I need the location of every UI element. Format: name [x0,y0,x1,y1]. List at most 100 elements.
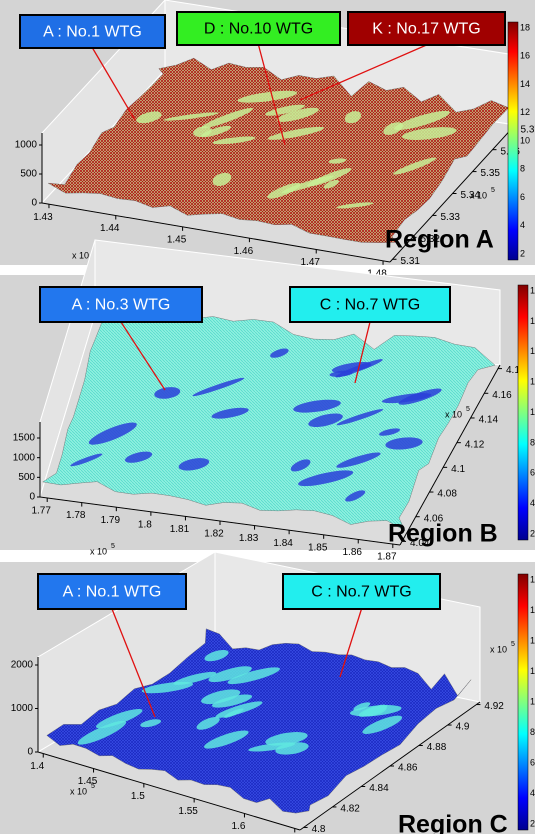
colorbar-tick-label: 8 [530,437,535,447]
y-tick-label: 4.92 [484,701,504,712]
x-tick-label: 1.85 [308,542,328,553]
x-tick-label: 1.45 [167,234,187,245]
z-tick-label: 500 [18,472,35,483]
colorbar-tick-label: 4 [530,788,535,798]
x-tick-label: 1.6 [232,821,246,832]
y-multiplier: x 10 [470,190,487,200]
x-tick-label: 1.4 [30,761,44,772]
callout-label: A : No.1 WTG [63,584,162,601]
x-multiplier: x 10 [90,546,107,556]
colorbar-tick-label: 4 [530,498,535,508]
panel: 0100020001.41.451.51.551.61.654.84.824.8… [0,552,535,834]
callout-label: A : No.3 WTG [72,297,171,314]
colorbar-tick-label: 1 [530,407,535,417]
z-tick-label: 0 [31,198,37,209]
colorbar-tick-label: 8 [520,164,525,174]
y-tick-label: 4.16 [492,390,512,401]
colorbar-tick-label: 14 [520,79,530,89]
z-tick-label: 500 [20,169,37,180]
x-tick-label: 1.82 [204,529,224,540]
y-tick-label: 4.9 [456,722,470,733]
y-tick-label: 4.88 [427,742,447,753]
y-tick-label: 4.86 [398,763,418,774]
x-tick-label: 1.46 [234,246,254,257]
z-tick-label: 1000 [13,452,36,463]
colorbar-tick-label: 2 [520,248,525,258]
z-tick-label: 1500 [13,433,36,444]
y-tick-label: 5.33 [441,212,461,223]
y-tick-label: 5.31 [401,256,421,267]
colorbar-tick-label: 4 [520,220,525,230]
y-exponent: 5 [511,641,515,648]
y-tick-label: 4.84 [369,783,389,794]
panel: 050010001.431.441.451.461.471.485.315.32… [0,0,535,279]
x-exponent: 5 [91,783,95,790]
region-label: Region B [388,520,498,548]
y-tick-label: 4.8 [312,824,326,834]
colorbar-tick-label: 12 [520,107,530,117]
colorbar-tick-label: 6 [530,468,535,478]
callout-label: D : No.10 WTG [204,21,313,38]
y-tick-label: 5.35 [481,168,501,179]
x-tick-label: 1.55 [178,806,198,817]
colorbar-tick-label: 16 [530,605,535,615]
x-tick-label: 1.44 [100,223,120,234]
y-tick-label: 4.82 [340,804,360,815]
colorbar-tick-label: 6 [520,192,525,202]
x-tick-label: 1.43 [33,212,53,223]
colorbar-tick-label: 18 [530,574,535,584]
colorbar-tick-label: 10 [530,696,535,706]
callout-label: C : No.7 WTG [311,584,411,601]
colorbar-tick-label: 16 [520,51,530,61]
callout-label: A : No.1 WTG [43,24,142,41]
colorbar-tick-label: 14 [530,635,535,645]
colorbar-tick-label: 1 [530,285,535,295]
z-tick-label: 2000 [11,660,34,671]
panel: 0 500 1000 1500 1.77 1.78 1.79 1.8 1.81 1.82 1.83 1… [0,240,535,563]
y-multiplier: x 10 [445,409,462,419]
x-multiplier: x 10 [70,786,87,796]
colorbar-tick-label: 2 [530,818,535,828]
y-exponent: 5 [491,187,495,194]
region-label: Region C [398,811,508,834]
z-tick-label: 1000 [11,703,34,714]
colorbar-tick-label: 12 [530,666,535,676]
callout-label: C : No.7 WTG [320,297,420,314]
colorbar-tick-label: 2 [530,528,535,538]
colorbar-tick-label: 18 [520,22,530,32]
z-tick-label: 1000 [15,140,38,151]
region-label: Region A [385,226,494,254]
y-tick-label: 4.12 [465,439,485,450]
x-tick-label: 1.78 [66,510,86,521]
z-tick-label: 0 [29,492,35,503]
z-tick-label: 0 [27,747,33,758]
y-multiplier: x 10 [490,644,507,654]
y-exponent: 5 [466,406,470,413]
y-tick-label: 4.08 [437,489,457,500]
y-tick-label: 4.1 [451,464,465,475]
x-tick-label: 1.81 [170,524,190,535]
colorbar [508,22,518,260]
colorbar-tick-label: 1 [530,377,535,387]
colorbar-tick-label: 10 [520,135,530,145]
x-tick-label: 1.79 [101,515,121,526]
colorbar-tick-label: 1 [530,316,535,326]
x-tick-label: 1.8 [138,519,152,530]
x-tick-label: 1.83 [239,533,259,544]
y-tick-label: 4.14 [479,415,499,426]
y-tick-label: 5.37 [521,124,535,135]
colorbar-tick-label: 1 [530,346,535,356]
figure: 050010001.431.441.451.461.471.485.315.32… [0,0,535,834]
x-tick-label: 1.77 [31,506,51,517]
x-tick-label: 1.86 [343,547,363,558]
x-tick-label: 1.5 [131,791,145,802]
x-multiplier: x 10 [72,250,89,260]
colorbar [518,285,528,540]
x-tick-label: 1.84 [273,538,293,549]
colorbar-tick-label: 6 [530,757,535,767]
callout-label: K : No.17 WTG [372,21,480,38]
colorbar [518,574,528,830]
x-tick-label: 1.87 [377,552,397,563]
x-exponent: 5 [111,543,115,550]
colorbar-tick-label: 8 [530,727,535,737]
